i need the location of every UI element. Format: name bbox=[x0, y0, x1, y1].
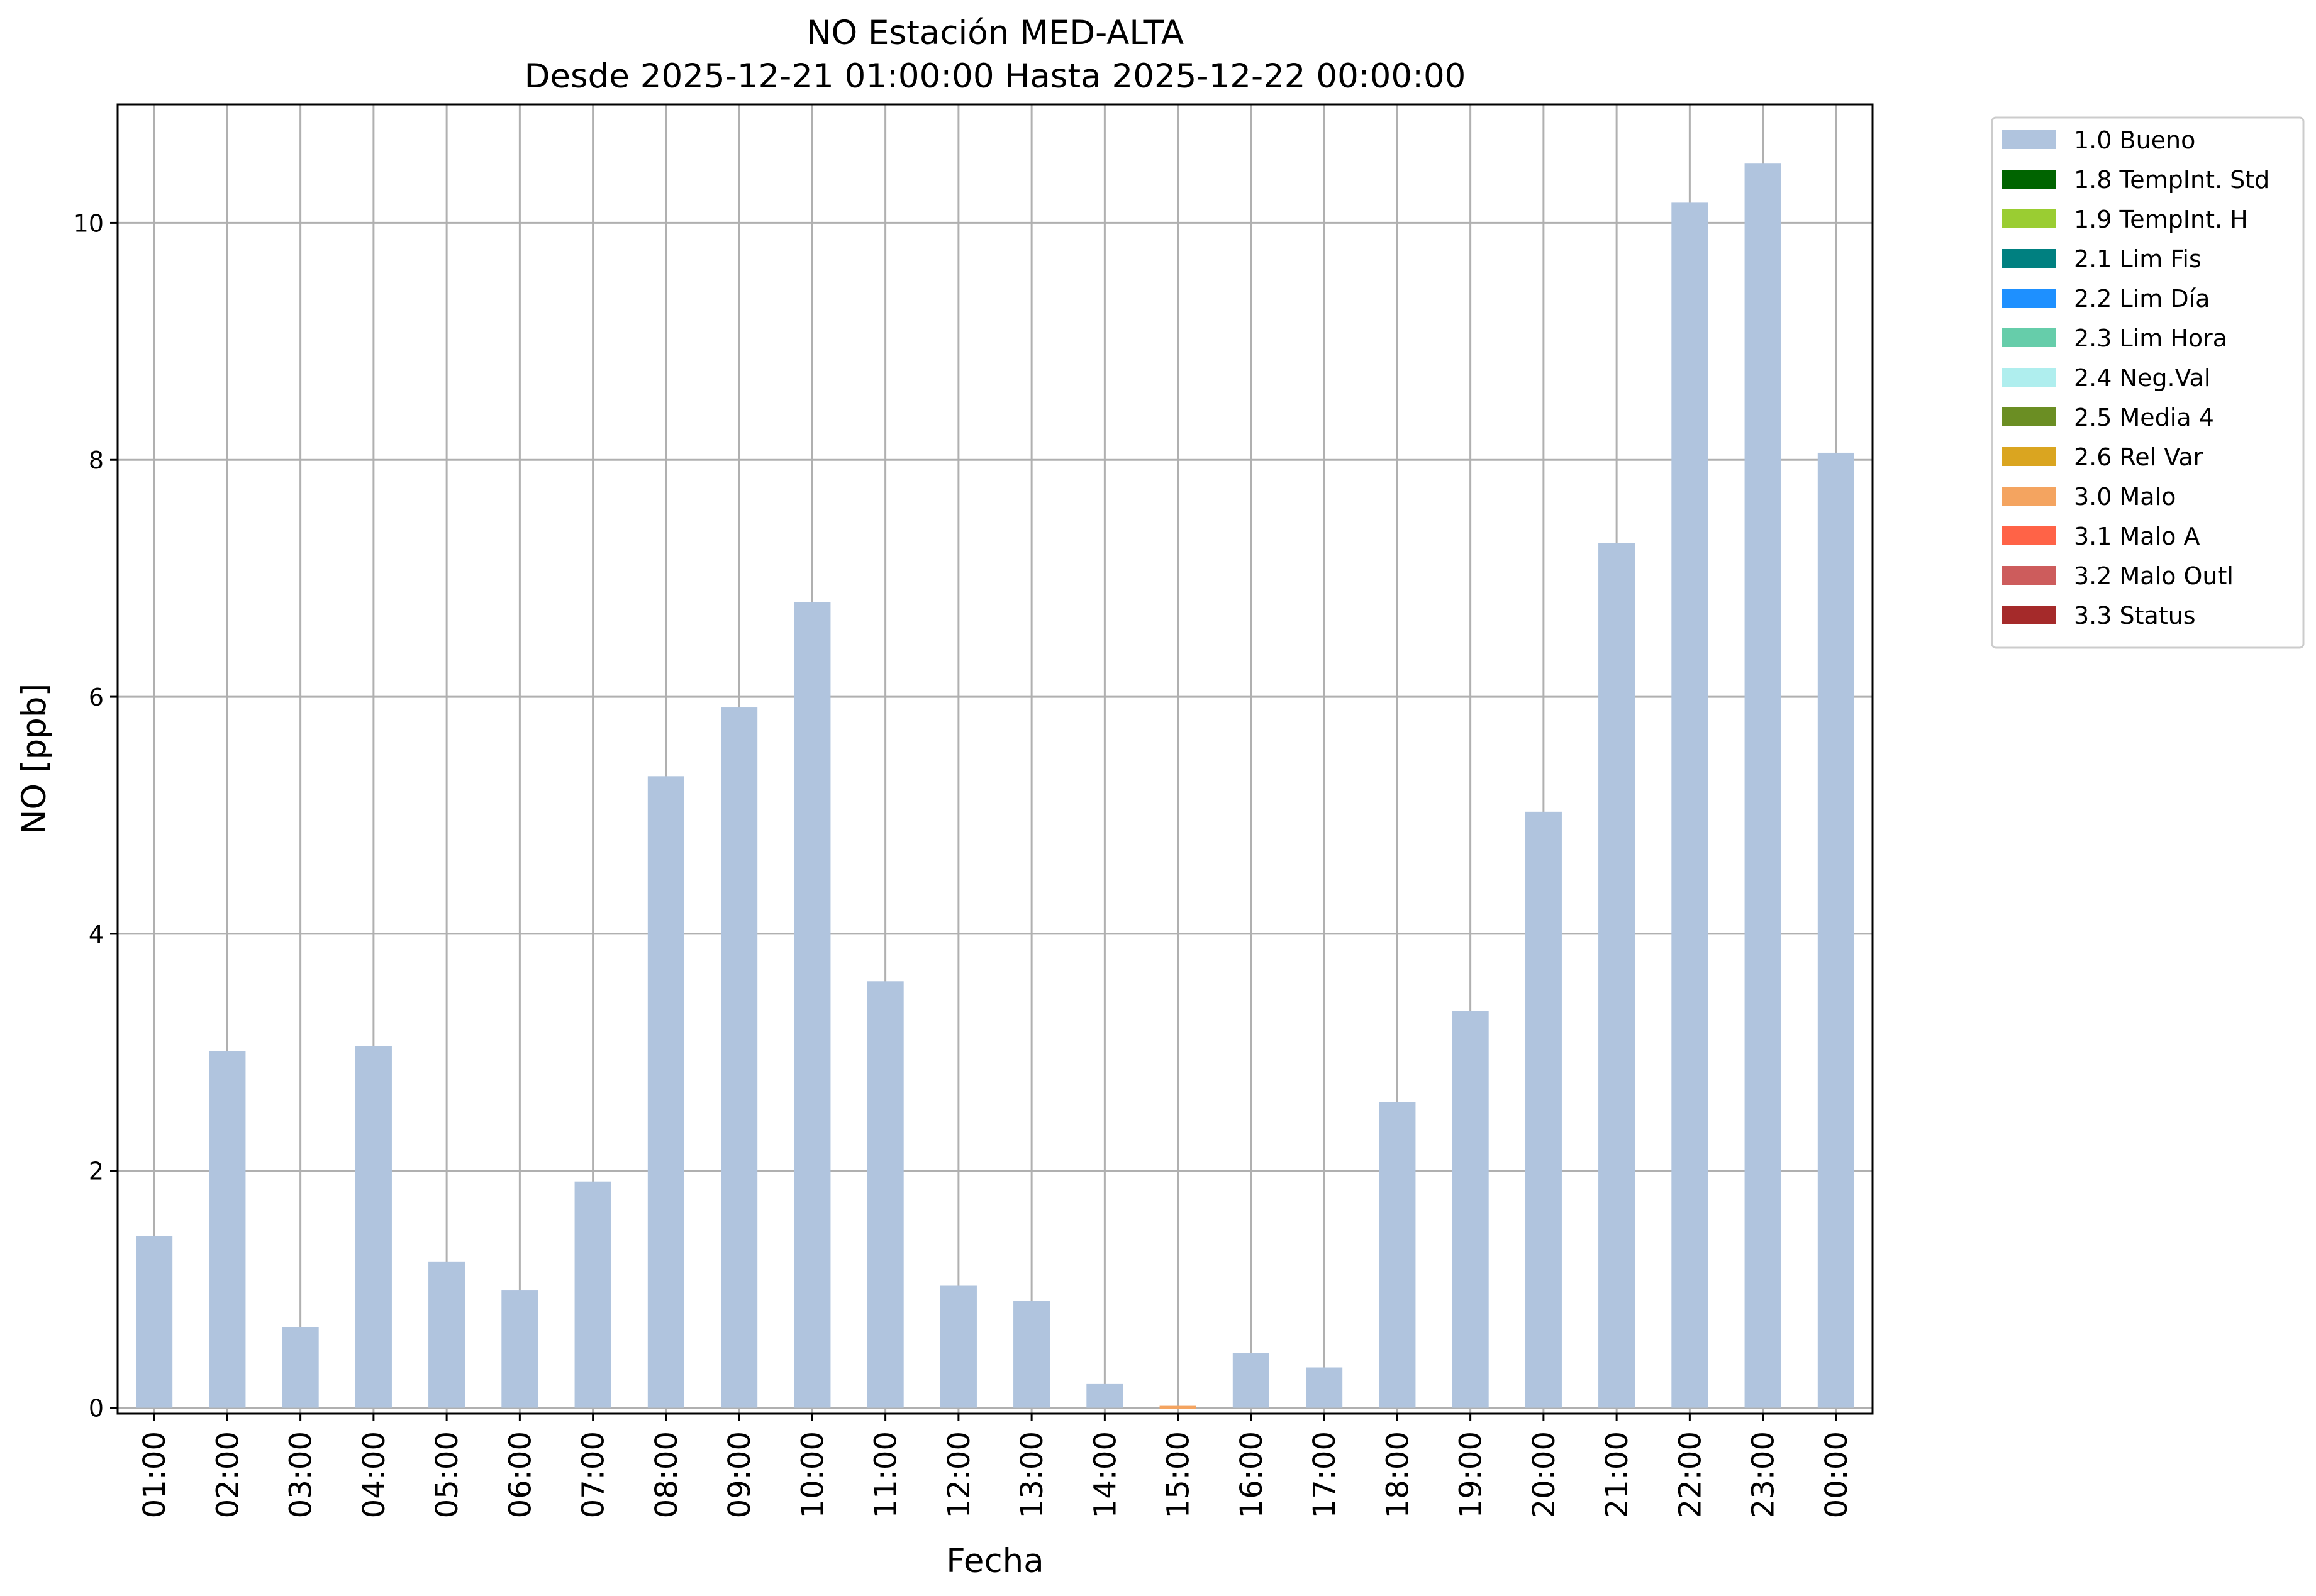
x-tick-label: 14:00 bbox=[1088, 1431, 1123, 1518]
legend-swatch bbox=[2002, 526, 2056, 545]
bar-1700-s0 bbox=[1306, 1367, 1343, 1408]
y-tick-label: 10 bbox=[74, 209, 104, 237]
x-tick-label: 19:00 bbox=[1454, 1431, 1489, 1518]
legend-swatch bbox=[2002, 447, 2056, 466]
legend: 1.0 Bueno 1.8 TempInt. Std 1.9 TempInt. H 2… bbox=[1991, 116, 2305, 649]
legend-label: 3.3 Status bbox=[2074, 602, 2196, 629]
bar-1000-s0 bbox=[794, 602, 831, 1408]
legend-swatch bbox=[2002, 328, 2056, 347]
x-tick-label: 17:00 bbox=[1307, 1431, 1342, 1518]
legend-label: 2.4 Neg.Val bbox=[2074, 364, 2210, 392]
bar-1500-s1 bbox=[1159, 1405, 1196, 1409]
legend-label: 1.9 TempInt. H bbox=[2074, 206, 2248, 233]
y-axis-label: NO [ppb] bbox=[15, 684, 53, 835]
bar-2100-s0 bbox=[1598, 543, 1635, 1408]
y-tick-label: 4 bbox=[89, 921, 104, 948]
legend-swatch bbox=[2002, 487, 2056, 506]
x-tick-label: 22:00 bbox=[1673, 1431, 1708, 1518]
legend-label: 1.0 Bueno bbox=[2074, 126, 2195, 154]
x-tick-label: 04:00 bbox=[357, 1431, 392, 1518]
legend-label: 3.1 Malo A bbox=[2074, 523, 2200, 550]
plot-frame bbox=[116, 103, 1874, 1415]
y-tick-label: 6 bbox=[89, 684, 104, 711]
legend-label: 1.8 TempInt. Std bbox=[2074, 166, 2269, 194]
chart-title: NO Estación MED-ALTA bbox=[806, 14, 1184, 52]
legend-swatch bbox=[2002, 289, 2056, 308]
legend-swatch bbox=[2002, 407, 2056, 426]
x-tick-label: 00:00 bbox=[1819, 1431, 1854, 1518]
x-tick-label: 15:00 bbox=[1161, 1431, 1196, 1518]
x-axis-label: Fecha bbox=[946, 1542, 1044, 1580]
x-tick-label: 13:00 bbox=[1015, 1431, 1050, 1518]
x-tick-label: 20:00 bbox=[1527, 1431, 1562, 1518]
bar-2200-s0 bbox=[1671, 202, 1708, 1408]
x-tick-label: 18:00 bbox=[1380, 1431, 1415, 1518]
legend-label: 2.2 Lim Día bbox=[2074, 285, 2210, 313]
bar-0500-s0 bbox=[428, 1261, 465, 1408]
legend-label: 2.5 Media 4 bbox=[2074, 404, 2214, 431]
x-tick-label: 23:00 bbox=[1746, 1431, 1781, 1518]
y-tick-label: 2 bbox=[89, 1158, 104, 1185]
bar-0600-s0 bbox=[501, 1290, 538, 1408]
legend-swatch bbox=[2002, 249, 2056, 268]
bar-1800-s0 bbox=[1379, 1102, 1416, 1408]
legend-label: 2.1 Lim Fis bbox=[2074, 245, 2202, 273]
x-tick-label: 09:00 bbox=[722, 1431, 757, 1518]
x-tick-label: 07:00 bbox=[576, 1431, 611, 1518]
legend-label: 3.0 Malo bbox=[2074, 483, 2176, 511]
legend-label: 3.2 Malo Outl bbox=[2074, 562, 2234, 590]
bar-0900-s0 bbox=[721, 707, 758, 1408]
bar-0700-s0 bbox=[574, 1181, 611, 1408]
bar-0100-s0 bbox=[136, 1236, 173, 1408]
x-tick-label: 21:00 bbox=[1600, 1431, 1635, 1518]
bar-1400-s0 bbox=[1086, 1383, 1123, 1408]
bar-2000-s0 bbox=[1525, 811, 1562, 1408]
bar-0400-s0 bbox=[355, 1046, 392, 1408]
y-tick-label: 8 bbox=[89, 446, 104, 474]
x-tick-label: 08:00 bbox=[649, 1431, 684, 1518]
bars-layer bbox=[136, 163, 1854, 1409]
bar-1300-s0 bbox=[1013, 1301, 1050, 1408]
legend-swatch bbox=[2002, 566, 2056, 585]
legend-swatch bbox=[2002, 606, 2056, 624]
legend-swatch bbox=[2002, 209, 2056, 228]
y-axis: 0 2 4 6 8 10 bbox=[74, 209, 118, 1422]
bar-0200-s0 bbox=[209, 1051, 246, 1408]
bar-2300-s0 bbox=[1744, 163, 1781, 1408]
bar-0300-s0 bbox=[282, 1327, 319, 1408]
legend-box bbox=[1991, 116, 2305, 649]
bar-1200-s0 bbox=[940, 1285, 977, 1408]
bar-1900-s0 bbox=[1452, 1011, 1489, 1408]
legend-swatch bbox=[2002, 368, 2056, 387]
legend-swatch bbox=[2002, 170, 2056, 189]
x-tick-label: 10:00 bbox=[795, 1431, 830, 1518]
x-tick-label: 02:00 bbox=[210, 1431, 245, 1518]
x-tick-label: 01:00 bbox=[137, 1431, 172, 1518]
x-tick-label: 05:00 bbox=[430, 1431, 465, 1518]
bar-1600-s0 bbox=[1232, 1353, 1269, 1408]
chart-subtitle: Desde 2025-12-21 01:00:00 Hasta 2025-12-… bbox=[525, 57, 1466, 96]
bar-0800-s0 bbox=[647, 776, 684, 1408]
x-tick-label: 11:00 bbox=[869, 1431, 904, 1518]
x-tick-label: 03:00 bbox=[284, 1431, 319, 1518]
legend-label: 2.6 Rel Var bbox=[2074, 443, 2203, 471]
legend-swatch bbox=[2002, 130, 2056, 149]
bar-0000-s0 bbox=[1817, 452, 1854, 1408]
y-tick-label: 0 bbox=[89, 1395, 104, 1422]
x-axis: 01:00 02:00 03:00 04:00 05:00 06:00 07:00 08:00… bbox=[137, 1414, 1854, 1518]
x-tick-label: 16:00 bbox=[1234, 1431, 1269, 1518]
x-tick-label: 06:00 bbox=[503, 1431, 538, 1518]
legend-label: 2.3 Lim Hora bbox=[2074, 324, 2227, 352]
bar-1100-s0 bbox=[867, 981, 904, 1408]
x-tick-label: 12:00 bbox=[942, 1431, 977, 1518]
